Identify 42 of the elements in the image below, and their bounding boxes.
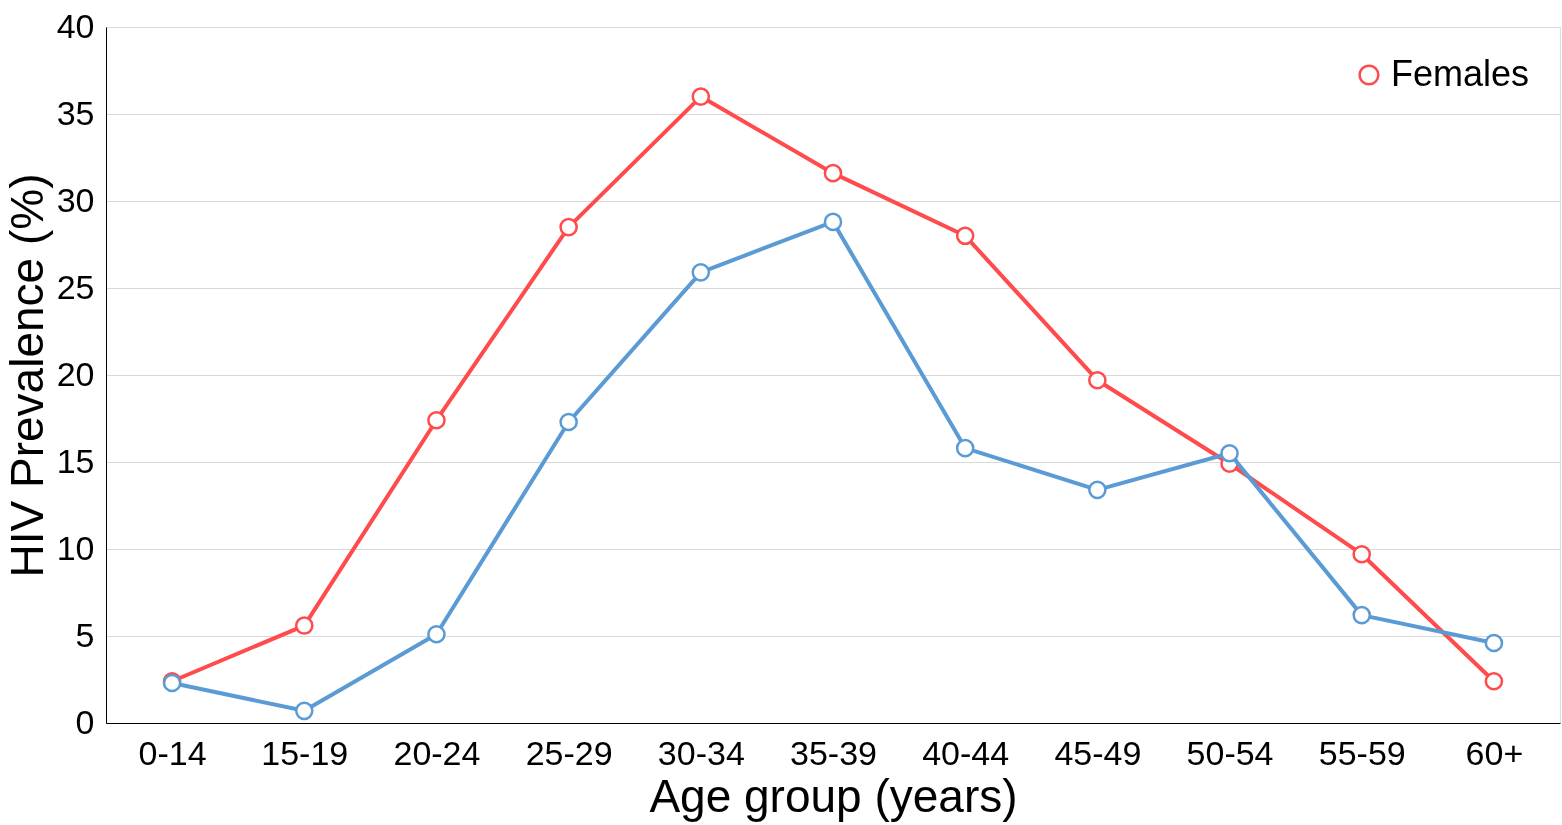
point	[1088, 370, 1107, 390]
point	[1484, 671, 1504, 691]
y-tick-label: 20	[56, 354, 95, 393]
x-tick-label: 55-59	[1318, 733, 1406, 772]
y-tick-label: 0	[75, 702, 95, 741]
y-tick-label: 35	[56, 93, 95, 132]
x-tick-label: 35-39	[790, 733, 877, 772]
legend-label: Females	[1391, 53, 1530, 94]
x-tick-label: 45-49	[1054, 733, 1142, 772]
y-tick-label: 30	[56, 180, 95, 219]
point	[955, 226, 975, 246]
point	[1352, 605, 1372, 625]
y-tick-label: 15	[56, 441, 95, 480]
y-tick-label: 25	[56, 267, 95, 306]
point	[1220, 444, 1239, 463]
point	[294, 701, 314, 721]
y-axis-title: HIV Prevalence (%)	[0, 173, 53, 578]
y-tick-label: 5	[75, 615, 95, 654]
point	[427, 410, 446, 430]
point	[1352, 544, 1372, 564]
x-tick-label: 0-14	[138, 733, 207, 772]
point	[691, 87, 711, 106]
point	[823, 163, 843, 183]
point	[1088, 480, 1107, 500]
y-tick-label: 40	[56, 6, 95, 45]
point	[559, 412, 578, 432]
point	[559, 217, 578, 237]
point	[823, 212, 843, 232]
x-tick-label: 40-44	[922, 733, 1010, 772]
x-tick-label: 30-34	[657, 733, 745, 772]
point	[691, 263, 711, 282]
point	[427, 624, 446, 644]
y-tick-label: 10	[56, 528, 95, 567]
point	[1484, 633, 1504, 653]
x-tick-label: 25-29	[525, 733, 613, 772]
point	[294, 616, 314, 635]
point	[955, 438, 975, 458]
x-tick-label: 50-54	[1186, 733, 1274, 772]
x-axis-title: Age group (years)	[649, 769, 1018, 822]
x-tick-label: 15-19	[261, 733, 349, 772]
x-tick-label: 20-24	[393, 733, 481, 772]
x-tick-label: 60+	[1465, 733, 1524, 772]
